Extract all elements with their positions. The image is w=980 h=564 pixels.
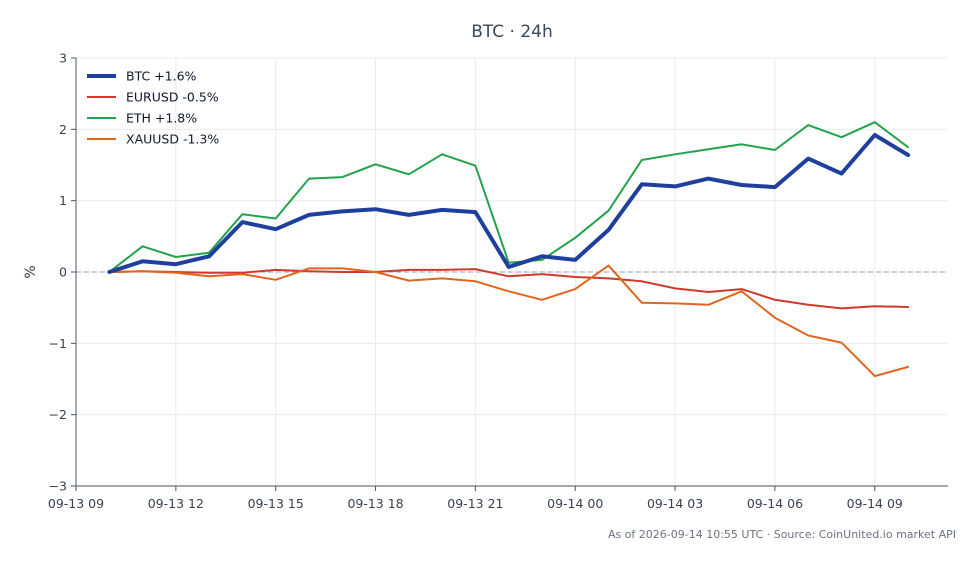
grid-lines: [75, 57, 948, 487]
series-line-xauusd: [108, 264, 910, 378]
series-lines: [107, 121, 911, 378]
x-axis-ticks: 09-13 09 09-13 12 09-13 15 09-13 18 09-13 21…: [48, 486, 903, 511]
x-tick-label-6: 09-14 03: [647, 496, 703, 511]
y-tick-label-2: 1: [59, 193, 67, 208]
legend-label-eurusd: EURUSD -0.5%: [126, 90, 219, 105]
legend: BTC +1.6% EURUSD -0.5% ETH +1.8% XAUUSD -1.…: [87, 69, 219, 147]
series-line-eurusd: [108, 268, 910, 310]
legend-label-btc: BTC +1.6%: [126, 69, 197, 84]
y-tick-label-1: 2: [59, 122, 67, 137]
x-tick-label-4: 09-13 21: [447, 496, 503, 511]
x-tick-label-7: 09-14 06: [747, 496, 803, 511]
legend-label-eth: ETH +1.8%: [126, 111, 197, 126]
series-line-eth: [108, 121, 910, 273]
x-tick-label-2: 09-13 15: [248, 496, 304, 511]
chart-title: BTC · 24h: [471, 22, 553, 42]
x-tick-label-1: 09-13 12: [148, 496, 204, 511]
source-footer: As of 2026-09-14 10:55 UTC · Source: Coi…: [608, 528, 956, 541]
y-axis-ticks: 3 2 1 0 −1 −2 −3: [49, 51, 76, 494]
x-tick-label-8: 09-14 09: [847, 496, 903, 511]
y-tick-label-4: −1: [49, 336, 67, 351]
y-tick-label-5: −2: [49, 407, 67, 422]
y-tick-label-0: 3: [59, 51, 67, 66]
y-axis-label: %: [23, 265, 39, 278]
y-tick-label-6: −3: [49, 479, 67, 494]
x-tick-label-3: 09-13 18: [347, 496, 403, 511]
legend-label-xauusd: XAUUSD -1.3%: [126, 132, 219, 147]
x-tick-label-5: 09-14 00: [547, 496, 603, 511]
y-tick-label-3: 0: [59, 265, 67, 280]
series-line-btc: [107, 133, 911, 274]
x-tick-label-0: 09-13 09: [48, 496, 104, 511]
